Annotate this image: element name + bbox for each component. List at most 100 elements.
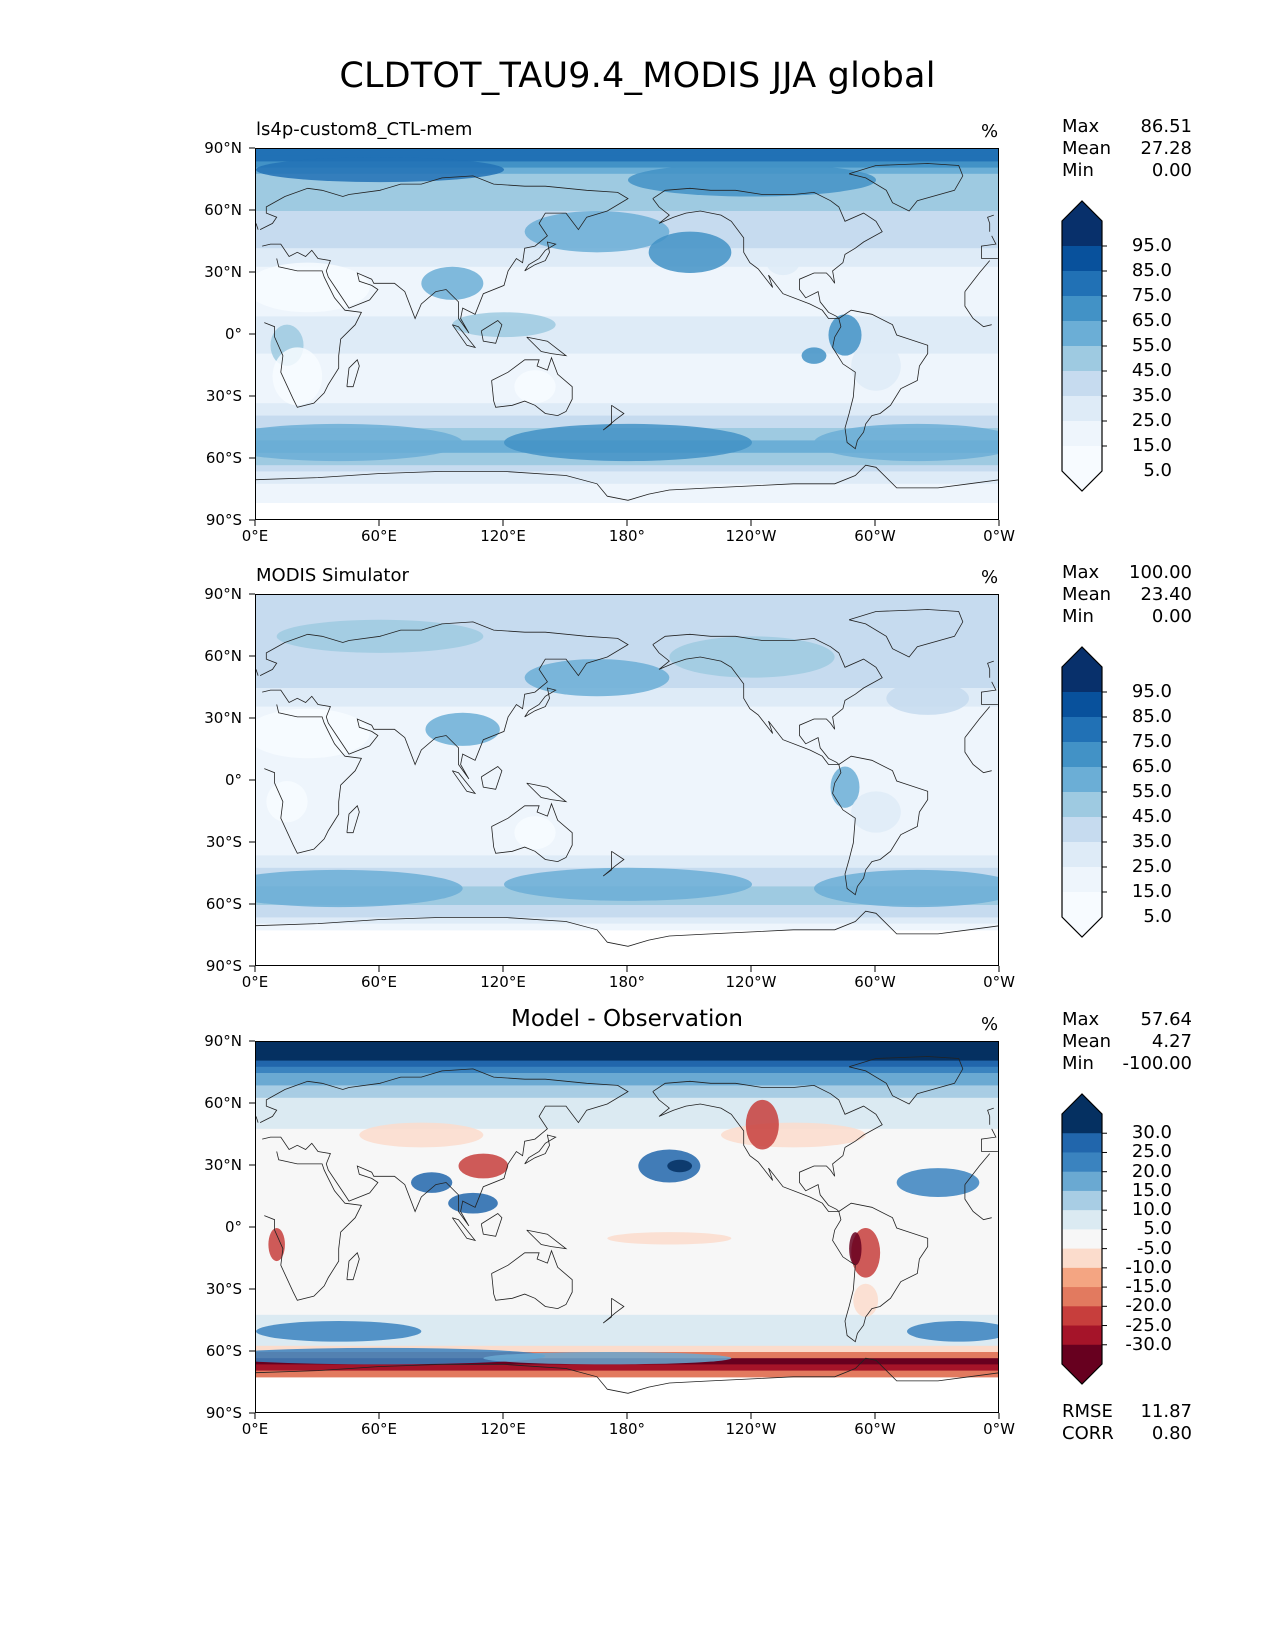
lat-tick-label: 60°S <box>205 1342 242 1360</box>
coastline-europe <box>981 1128 997 1152</box>
colorbar-tick-label: 5.0 <box>1143 460 1172 481</box>
colorbar-segment <box>1062 446 1102 472</box>
zonal-band <box>256 1166 998 1173</box>
zonal-band <box>256 1104 998 1111</box>
field-feature <box>458 1153 509 1179</box>
colorbar-segment <box>1062 1190 1102 1211</box>
zonal-band <box>256 762 998 770</box>
field-feature <box>907 1321 998 1342</box>
zonal-band <box>256 1339 998 1347</box>
zonal-band <box>256 768 998 776</box>
zonal-band <box>256 1228 998 1235</box>
field-feature <box>801 347 827 364</box>
zonal-band <box>256 700 998 708</box>
colorbar-segment <box>1062 842 1102 868</box>
colorbar-segment <box>1062 1171 1102 1192</box>
field-feature <box>504 867 752 901</box>
lat-tick-label: 60°N <box>204 201 242 219</box>
lon-tick-label: 120°E <box>480 1420 526 1438</box>
field-feature <box>448 1192 498 1214</box>
field-feature <box>648 231 732 273</box>
coastline-japan <box>524 241 557 272</box>
colorbar-segment <box>1062 346 1102 372</box>
zonal-band <box>256 180 998 187</box>
zonal-band <box>256 712 998 720</box>
lon-tick-label: 0°E <box>241 527 269 545</box>
coastline-sumatra <box>451 770 477 795</box>
zonal-band <box>256 1079 998 1086</box>
zonal-band <box>256 248 998 255</box>
coastline-europe <box>259 1068 629 1227</box>
zonal-band <box>256 818 998 825</box>
coastline-africa <box>264 1151 363 1301</box>
lon-tick-label: 60°W <box>854 527 896 545</box>
field-feature <box>745 1099 779 1150</box>
field-feature <box>411 1172 453 1193</box>
colorbar-segment <box>1062 1306 1102 1327</box>
field-feature <box>256 1347 546 1365</box>
colorbar-segment <box>1062 1325 1102 1346</box>
metrics-box: RMSE 11.87 CORR 0.80 <box>1062 1401 1192 1445</box>
colorbar-tick-label: 55.0 <box>1131 335 1172 356</box>
colorbar-tick-label: 25.0 <box>1131 410 1172 431</box>
zonal-band <box>256 1159 998 1167</box>
zonal-band <box>256 1172 998 1179</box>
field-feature <box>607 1232 732 1245</box>
zonal-band <box>256 626 998 633</box>
zonal-band <box>256 1271 998 1279</box>
zonal-band <box>256 905 998 912</box>
zonal-band <box>256 830 998 838</box>
coastline-greenland <box>848 163 964 212</box>
coastline-namerica <box>652 187 883 319</box>
panel-title: MODIS Simulator <box>256 565 409 586</box>
zonal-band <box>256 1308 998 1316</box>
colorbar-tick-label: 55.0 <box>1131 781 1172 802</box>
zonal-band <box>256 409 998 417</box>
zonal-band <box>256 149 998 156</box>
coastline-uk <box>987 1107 994 1125</box>
colorbar-tick-label: 25.0 <box>1131 1141 1172 1163</box>
colorbar-segment <box>1062 271 1102 297</box>
colorbar-tick-label: 35.0 <box>1131 831 1172 852</box>
lon-tick-label: 180° <box>608 973 646 991</box>
colorbar-tick-label: -5.0 <box>1136 1237 1172 1259</box>
corr-value: 0.80 <box>1151 1423 1192 1444</box>
coastline-europe <box>981 235 997 259</box>
stat-max-value: 86.51 <box>1140 116 1192 137</box>
zonal-band <box>256 781 998 788</box>
zonal-band <box>256 198 998 206</box>
colorbar-segment <box>1062 321 1102 347</box>
field-feature <box>256 262 370 313</box>
colorbar-segment <box>1062 742 1102 768</box>
zonal-band <box>256 1128 998 1136</box>
lon-tick-label: 120°W <box>725 973 777 991</box>
zonal-band <box>256 1122 998 1130</box>
colorbar <box>1061 646 1107 938</box>
field-feature <box>524 659 670 697</box>
lon-tick-label: 120°W <box>725 1420 777 1438</box>
field-feature <box>830 766 860 808</box>
zonal-band <box>256 483 998 491</box>
zonal-band <box>256 1141 998 1148</box>
colorbar-extension-top <box>1062 1094 1102 1114</box>
field-feature <box>452 312 556 338</box>
corr-label: CORR <box>1062 1423 1114 1444</box>
panel-observation: MODIS Simulator% 90°N 60°N 30°N 0° 30°S 60°S 90… <box>0 562 1275 1002</box>
colorbar-tick-label: 45.0 <box>1131 806 1172 827</box>
zonal-band <box>256 750 998 757</box>
colorbar-tick-label: 75.0 <box>1131 731 1172 752</box>
zonal-band <box>256 1184 998 1192</box>
zonal-band <box>256 601 998 608</box>
stat-max-value: 100.00 <box>1129 562 1192 583</box>
coastline-africa <box>264 258 363 408</box>
colorbar-tick-label: 85.0 <box>1131 260 1172 281</box>
zonal-band <box>256 1215 998 1223</box>
colorbar-segment <box>1062 1210 1102 1230</box>
zonal-band <box>256 254 998 262</box>
colorbar-tick-label: 35.0 <box>1131 385 1172 406</box>
colorbar-segment <box>1062 246 1102 272</box>
zonal-band <box>256 1147 998 1155</box>
colorbar-tick-label: 10.0 <box>1131 1199 1172 1221</box>
units-label: % <box>981 567 999 588</box>
lon-tick-label: 0°W <box>983 527 1015 545</box>
